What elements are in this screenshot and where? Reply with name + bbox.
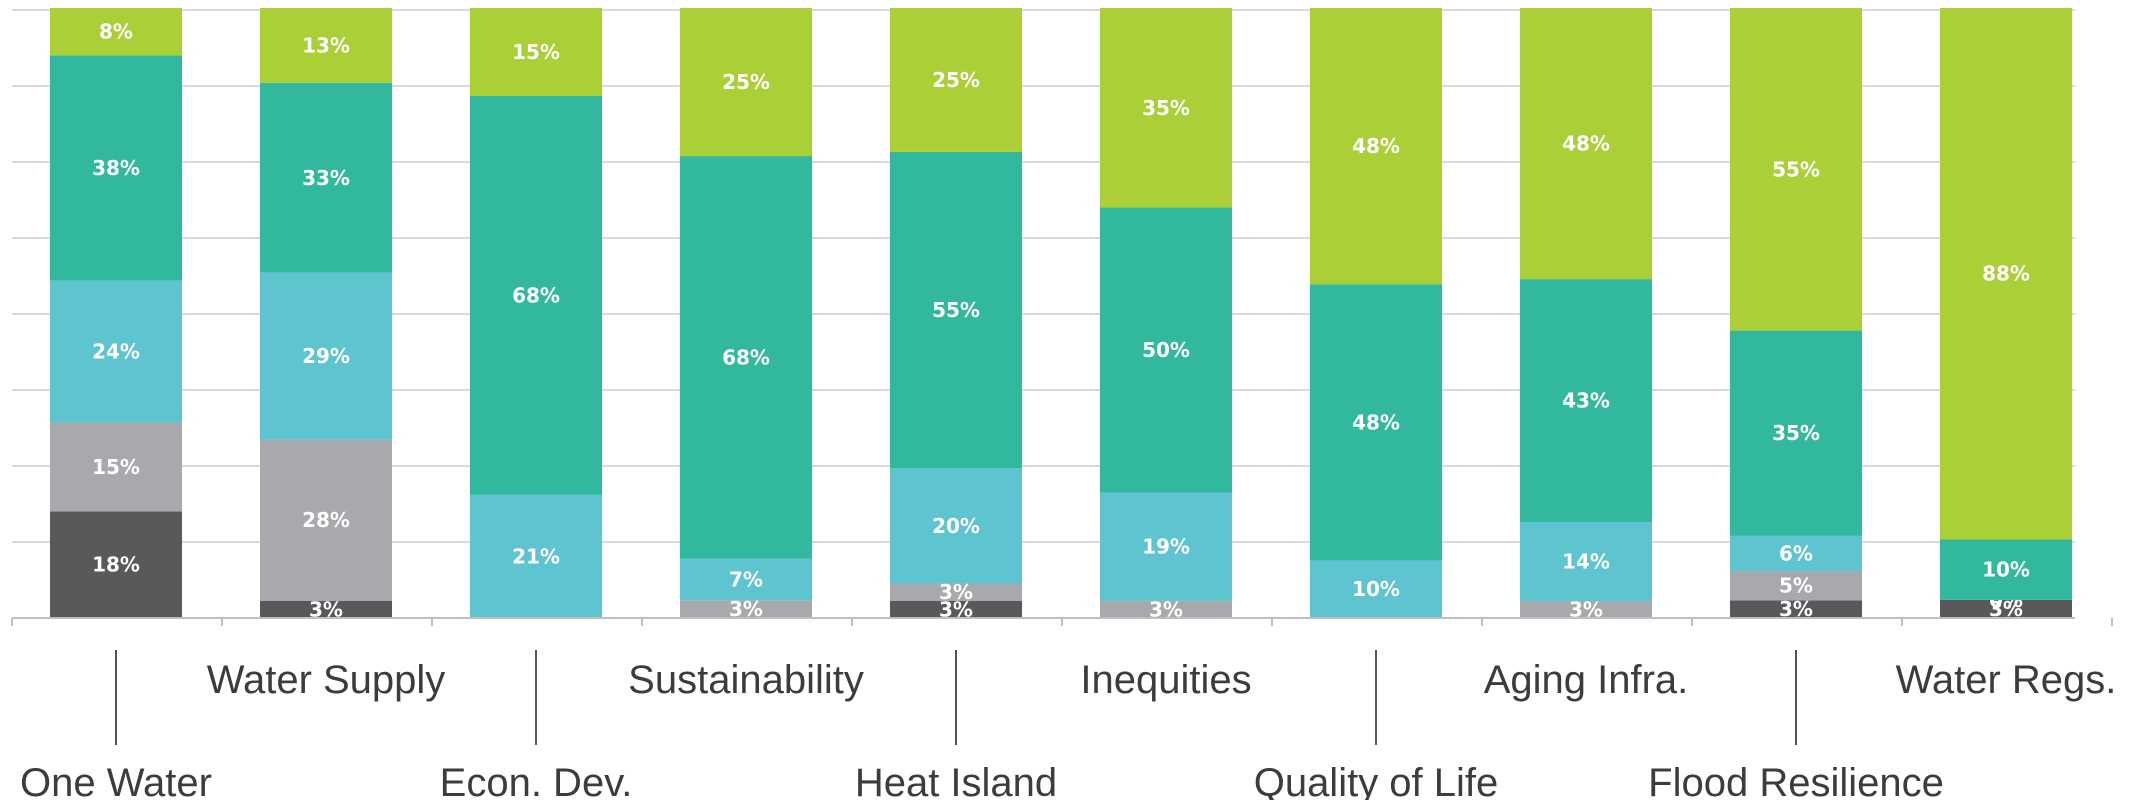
data-label: 48% — [1352, 410, 1400, 434]
category-label: Econ. Dev. — [440, 761, 633, 800]
bar-segment — [1940, 8, 2072, 540]
data-label: 18% — [92, 553, 140, 577]
bar-segment — [890, 468, 1022, 584]
data-label: 15% — [92, 455, 140, 479]
bar-segment — [1520, 521, 1652, 602]
bar-stack: 3%28%29%33%13% — [260, 8, 392, 621]
bar-segment — [1730, 600, 1862, 618]
bar-stack: 3%19%50%35% — [1100, 8, 1232, 621]
bar-segment — [1310, 284, 1442, 561]
bar-segment — [1100, 207, 1232, 493]
data-label: 88% — [1982, 262, 2030, 286]
data-label: 6% — [1779, 541, 1813, 565]
bar-segment — [1940, 539, 2072, 600]
category-label: One Water — [20, 761, 212, 800]
data-label: 10% — [1982, 558, 2030, 582]
data-label: 25% — [932, 68, 980, 92]
data-label: 3% — [939, 580, 973, 604]
bar-stack: 10% 48% 48% — [1310, 8, 1442, 618]
bar-segment — [1520, 8, 1652, 280]
bar-segment — [1730, 571, 1862, 601]
data-label: 8% — [99, 20, 133, 44]
bar-segment — [470, 95, 602, 495]
bar-segment — [50, 8, 182, 56]
bar-segment — [890, 583, 1022, 601]
bar-segment — [1310, 8, 1442, 285]
x-axis — [11, 617, 2113, 626]
bar-stack: 3%0%10%88% — [1940, 8, 2072, 621]
data-label: 24% — [92, 339, 140, 363]
data-label: 35% — [1142, 96, 1190, 120]
bar-segment — [1730, 330, 1862, 536]
bar-segment — [1940, 599, 2072, 618]
bar-segment — [680, 558, 812, 601]
data-label: 29% — [302, 344, 350, 368]
bar-segment — [50, 280, 182, 423]
category-label: Aging Infra. — [1484, 658, 1689, 702]
category-label: Flood Resilience — [1648, 761, 1944, 800]
bar-stack: 3%5%6%35%55% — [1730, 8, 1862, 621]
data-label: 48% — [1352, 134, 1400, 158]
data-label: 7% — [729, 568, 763, 592]
bar-segment — [260, 272, 392, 440]
category-label: Quality of Life — [1254, 761, 1499, 800]
bar-segment — [1520, 601, 1652, 618]
bar-segment — [1100, 600, 1232, 618]
category-label: Heat Island — [855, 761, 1057, 800]
data-label: 25% — [722, 70, 770, 94]
data-label: 35% — [1772, 421, 1820, 445]
bar-segment — [890, 600, 1022, 618]
bar-segment — [50, 55, 182, 281]
bar-segment — [1100, 492, 1232, 601]
bar-segment — [260, 8, 392, 83]
bar-segment — [470, 494, 602, 618]
bar-segment — [1730, 8, 1862, 331]
data-label: 10% — [1352, 577, 1400, 601]
bar-segment — [50, 422, 182, 512]
bar-segment — [470, 8, 602, 96]
data-label: 28% — [302, 508, 350, 532]
bar-segment — [890, 151, 1022, 469]
data-label: 68% — [512, 283, 560, 307]
bar-stack: 21% 68% 15% — [470, 8, 602, 618]
data-label: 14% — [1562, 550, 1610, 574]
bar-segment — [680, 8, 812, 157]
bar-stack: 3%7%68%25% — [680, 8, 812, 621]
data-label: 13% — [302, 33, 350, 57]
category-label: Sustainability — [628, 658, 864, 702]
bar-segment — [680, 156, 812, 559]
bar-segment — [1310, 560, 1442, 618]
bar-stack: 18% 15% 24% 38% 8% — [50, 8, 182, 618]
data-label: 55% — [932, 298, 980, 322]
bar-stack: 3%3%20%55%25% — [890, 8, 1022, 621]
bar-segment — [50, 511, 182, 618]
bar-segment — [890, 8, 1022, 152]
bar-segment — [680, 600, 812, 618]
bar-segment — [260, 439, 392, 601]
data-label: 68% — [722, 345, 770, 369]
data-label: 55% — [1772, 157, 1820, 181]
category-label: Inequities — [1080, 658, 1251, 702]
data-label: 19% — [1142, 535, 1190, 559]
data-label: 48% — [1562, 132, 1610, 156]
data-label: 3% — [1989, 597, 2023, 621]
data-label: 43% — [1562, 389, 1610, 413]
data-label: 21% — [512, 544, 560, 568]
data-label: 5% — [1779, 574, 1813, 598]
bar-stack: 3%14%43%48% — [1520, 8, 1652, 622]
bar-segment — [1520, 279, 1652, 522]
data-label: 50% — [1142, 338, 1190, 362]
bar-segment — [260, 600, 392, 618]
data-label: 33% — [302, 166, 350, 190]
bar-segment — [260, 82, 392, 273]
category-label: Water Regs. — [1896, 658, 2117, 702]
category-label: Water Supply — [207, 658, 446, 702]
data-label: 15% — [512, 40, 560, 64]
bar-segment — [1100, 8, 1232, 208]
category-labels: One Water Water Supply Econ. Dev. Sustainab… — [20, 650, 2116, 800]
bar-segment — [1730, 535, 1862, 572]
data-label: 38% — [92, 156, 140, 180]
data-label: 20% — [932, 514, 980, 538]
